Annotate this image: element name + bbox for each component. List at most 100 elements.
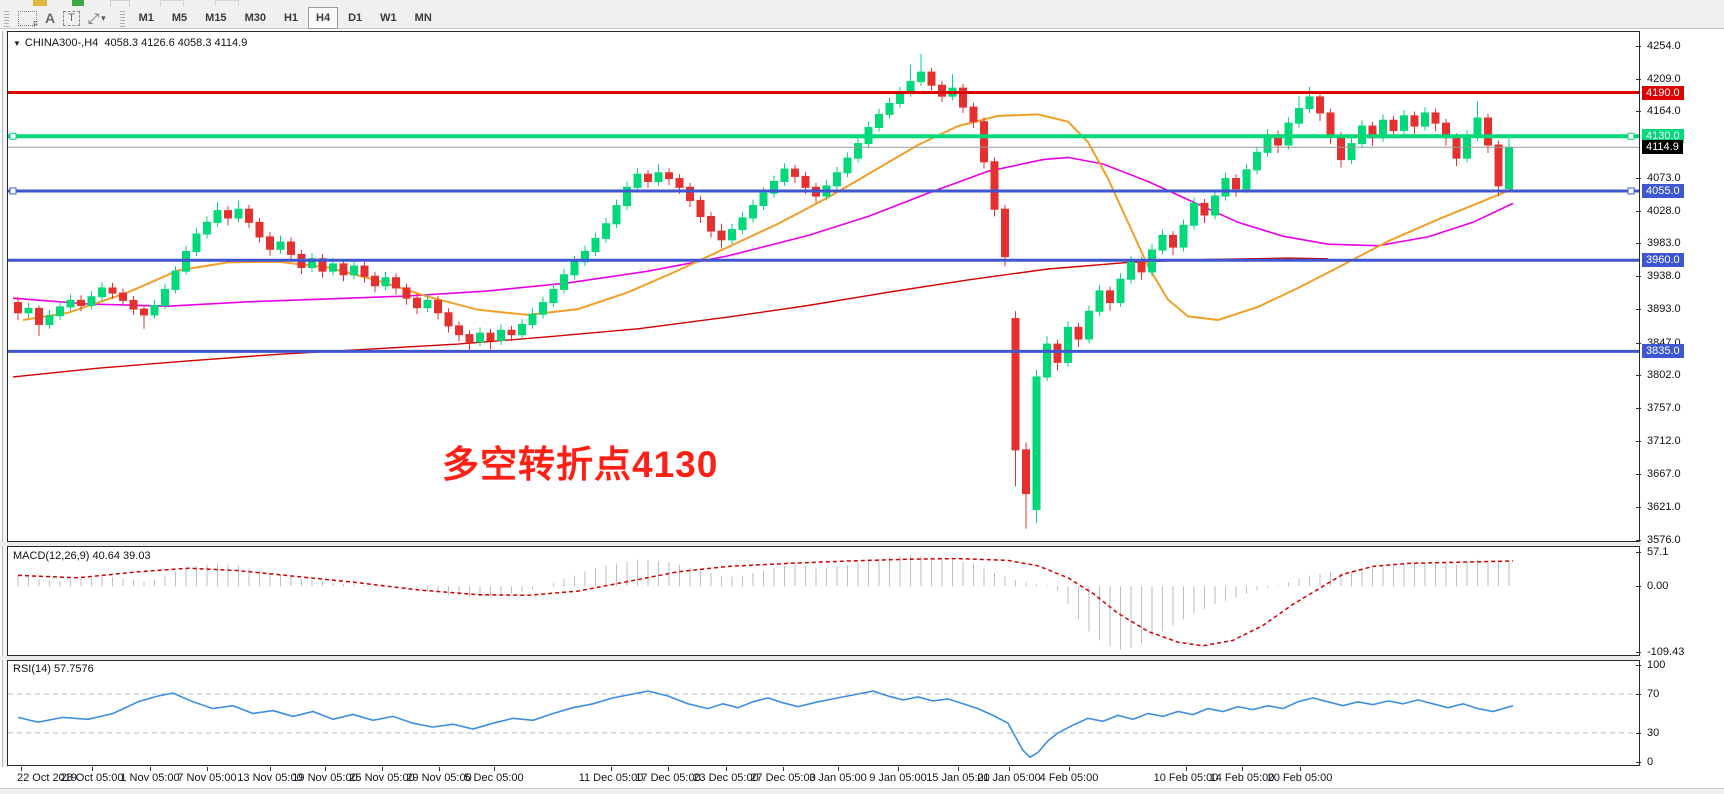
toolbar: F A T ⤢ ▾ M1 M5 M15 M30 H1 H4 D1 W1 MN bbox=[0, 0, 1724, 29]
y-axis-label: 3757.0 bbox=[1647, 402, 1681, 415]
candle-body bbox=[1295, 108, 1303, 124]
timeframe-button-h1[interactable]: H1 bbox=[283, 12, 299, 24]
candle-body bbox=[507, 329, 516, 336]
rsi-panel[interactable] bbox=[7, 660, 1640, 766]
timeframe-button-mn[interactable]: MN bbox=[414, 12, 432, 24]
candle-body bbox=[1190, 202, 1198, 226]
chart-annotation-text[interactable]: 多空转折点4130 bbox=[442, 444, 719, 485]
candle-body bbox=[1074, 326, 1083, 340]
x-axis-tick bbox=[668, 767, 669, 771]
candle-body bbox=[1326, 112, 1335, 137]
candle-body bbox=[14, 302, 22, 314]
line-handle[interactable] bbox=[9, 132, 17, 140]
rsi-chart[interactable] bbox=[8, 661, 1639, 765]
candle-body bbox=[1221, 178, 1230, 197]
y-axis-label: 3802.0 bbox=[1647, 369, 1681, 382]
candle-body bbox=[1211, 195, 1219, 216]
candle-body bbox=[171, 270, 180, 290]
timeframe-toolbar: M1 M5 M15 M30 H1 H4 D1 W1 MN bbox=[130, 7, 441, 29]
candle-body bbox=[66, 299, 75, 308]
chevron-down-icon[interactable]: ▼ bbox=[13, 39, 21, 48]
candle-body bbox=[98, 287, 106, 298]
price-badge: 4190.0 bbox=[1642, 85, 1684, 100]
macd-panel[interactable] bbox=[7, 546, 1640, 656]
x-axis-label: 1 Nov 05:00 bbox=[120, 772, 180, 784]
toolbar-grip[interactable] bbox=[4, 9, 9, 27]
timeframe-button-m1[interactable]: M1 bbox=[138, 12, 154, 24]
candle-body bbox=[381, 277, 390, 287]
timeframe-button-w1[interactable]: W1 bbox=[380, 12, 397, 24]
candle-body bbox=[1022, 449, 1030, 495]
y-axis-tick bbox=[1636, 276, 1641, 278]
x-axis-label: 19 Nov 05:00 bbox=[292, 772, 358, 784]
line-handle[interactable] bbox=[9, 187, 17, 195]
candle-body bbox=[423, 299, 432, 309]
y-axis-label: 0.00 bbox=[1647, 580, 1669, 593]
candle-body bbox=[528, 313, 537, 325]
y-axis-label: 4164.0 bbox=[1647, 105, 1681, 118]
candle-body bbox=[854, 143, 862, 159]
candle-body bbox=[476, 332, 484, 343]
x-axis-label: 11 Dec 05:00 bbox=[578, 772, 644, 784]
timeframe-button-m15[interactable]: M15 bbox=[205, 12, 227, 24]
candle-body bbox=[686, 186, 694, 201]
chevron-down-icon[interactable]: ▾ bbox=[101, 12, 106, 23]
y-axis-tick bbox=[1636, 408, 1641, 410]
x-axis-tick bbox=[783, 767, 784, 771]
timeframe-button-m30[interactable]: M30 bbox=[244, 12, 266, 24]
candle-body bbox=[1242, 169, 1251, 190]
y-axis-label: 4073.0 bbox=[1647, 171, 1681, 184]
x-axis-label: 21 Jan 05:00 bbox=[977, 772, 1041, 784]
text-label-icon[interactable]: A bbox=[45, 10, 56, 26]
macd-chart[interactable] bbox=[8, 547, 1639, 655]
ohlc-values: 4058.3 4126.6 4058.3 4114.9 bbox=[104, 37, 248, 49]
candle-body bbox=[1011, 318, 1020, 451]
candle-body bbox=[665, 172, 673, 180]
draw-objects-icon[interactable]: ⤢ ▾ bbox=[87, 9, 106, 26]
candle-body bbox=[633, 173, 642, 188]
candle-body bbox=[1032, 376, 1041, 511]
candle-body bbox=[465, 334, 474, 343]
candlestick-chart[interactable] bbox=[8, 32, 1639, 541]
candle-body bbox=[1001, 208, 1009, 258]
panel-divider[interactable] bbox=[0, 542, 1724, 546]
line-handle[interactable] bbox=[1627, 132, 1635, 140]
crosshair-grid-icon[interactable]: F bbox=[18, 8, 38, 29]
candle-body bbox=[770, 180, 778, 194]
candle-body bbox=[570, 261, 579, 276]
candle-body bbox=[1484, 117, 1492, 146]
candle-body bbox=[224, 210, 232, 219]
candle-body bbox=[549, 288, 558, 304]
candle-body bbox=[245, 208, 253, 223]
cropped-toolbar-icons bbox=[33, 0, 47, 6]
line-handle[interactable] bbox=[1627, 187, 1635, 195]
candle-body bbox=[497, 329, 505, 341]
y-axis-tick bbox=[1636, 243, 1641, 245]
symbol-label: CHINA300-,H4 bbox=[24, 37, 99, 49]
x-axis-tick bbox=[1009, 767, 1010, 771]
cropped-toolbar-icons bbox=[72, 0, 84, 6]
time-scale[interactable] bbox=[0, 767, 1724, 788]
candle-body bbox=[1284, 122, 1293, 146]
candle-body bbox=[360, 265, 369, 277]
candle-body bbox=[150, 304, 159, 316]
x-axis-tick bbox=[325, 767, 326, 771]
candle-body bbox=[917, 71, 925, 83]
price-badge: 3835.0 bbox=[1642, 344, 1684, 359]
timeframe-button-m5[interactable]: M5 bbox=[171, 12, 188, 24]
toolbar-grip[interactable] bbox=[119, 9, 125, 27]
x-axis-label: 22 Oct 2019 bbox=[17, 772, 77, 784]
timeframe-button-h4[interactable]: H4 bbox=[308, 7, 339, 29]
main-chart-panel[interactable] bbox=[7, 31, 1640, 542]
x-axis-tick bbox=[1242, 767, 1243, 771]
x-axis-tick bbox=[838, 767, 839, 771]
y-axis-label: 3576.0 bbox=[1647, 534, 1681, 547]
x-axis-label: 28 Oct 05:00 bbox=[60, 772, 124, 784]
panel-divider[interactable] bbox=[0, 656, 1724, 660]
y-axis-tick bbox=[1636, 111, 1641, 113]
timeframe-button-d1[interactable]: D1 bbox=[348, 12, 363, 24]
x-axis-label: 29 Nov 05:00 bbox=[406, 772, 472, 784]
x-axis-label: 17 Dec 05:00 bbox=[635, 772, 701, 784]
y-axis-label: 3983.0 bbox=[1647, 237, 1681, 250]
text-box-icon[interactable]: T bbox=[63, 8, 80, 28]
